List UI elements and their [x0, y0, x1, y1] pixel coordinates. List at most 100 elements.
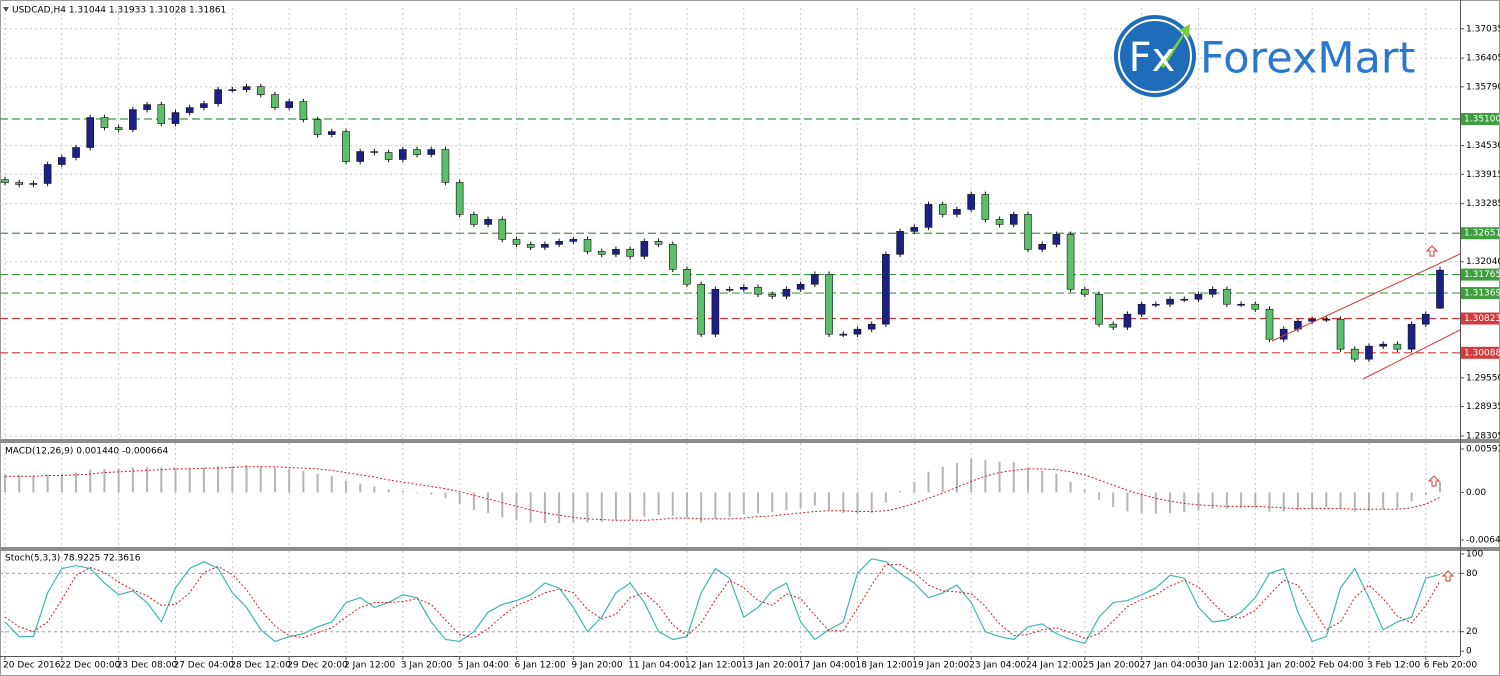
x-tick-label: 23 Jan 04:00 [969, 661, 1026, 671]
macd-bar [899, 490, 902, 493]
macd-bar [373, 486, 376, 493]
y-tick-label: -0.006486 [1466, 535, 1500, 545]
x-tick-label: 2 Feb 04:00 [1310, 661, 1364, 671]
macd-bar [529, 492, 532, 523]
macd-bar [1026, 467, 1029, 493]
macd-bar [1410, 492, 1413, 502]
candle-body [214, 89, 222, 104]
y-tick-label: 1.28305 [1466, 431, 1500, 441]
candle-body [981, 194, 990, 220]
macd-bar [1325, 492, 1328, 508]
candle-body [299, 101, 308, 120]
x-tick-label: 28 Dec 12:00 [230, 661, 291, 671]
candle-body [1393, 343, 1402, 350]
level-label: 1.35100 [1464, 115, 1500, 125]
macd-bar [572, 492, 575, 523]
candle-body [839, 333, 848, 336]
level-label-box [1461, 346, 1499, 359]
candle-body [1237, 303, 1245, 306]
candle-body [697, 283, 705, 335]
candle-body [200, 103, 208, 108]
level-label-box [1461, 113, 1499, 126]
x-tick-label: 23 Dec 08:00 [117, 661, 178, 671]
x-tick-label: 17 Jan 04:00 [799, 661, 856, 671]
macd-bar [1424, 492, 1427, 496]
macd-bar [32, 475, 35, 493]
candle-body [1009, 214, 1018, 225]
candle-body [58, 157, 66, 165]
x-tick-label: 13 Jan 20:00 [742, 661, 799, 671]
candle-body [342, 131, 350, 162]
candle-body [612, 249, 620, 255]
candle-body [455, 182, 464, 215]
channel-line [1362, 329, 1461, 380]
macd-bar [188, 467, 191, 493]
candle-body [924, 204, 933, 228]
candle-body [1336, 318, 1345, 350]
macd-bar [1098, 492, 1101, 500]
candle-body [427, 149, 436, 155]
candle-body [853, 328, 862, 335]
macd-bar [970, 458, 973, 493]
macd-bar [643, 492, 646, 517]
x-tick-label: 30 Jan 12:00 [1196, 661, 1253, 671]
y-tick-label: 1.29550 [1466, 373, 1500, 383]
candle-body [327, 131, 336, 135]
x-tick-label: 12 Jan 12:00 [685, 661, 742, 671]
macd-bar [1112, 492, 1115, 508]
macd-bar [359, 483, 362, 493]
logo-ring [1118, 19, 1192, 93]
x-tick-label: 29 Dec 20:00 [287, 661, 348, 671]
x-tick-label: 27 Dec 04:00 [173, 661, 234, 671]
macd-bar [1069, 482, 1072, 493]
candle-body [228, 89, 237, 91]
level-label: 1.32651 [1464, 229, 1500, 239]
macd-bar [955, 463, 958, 493]
candle-body [768, 293, 777, 297]
candle-body [1081, 288, 1089, 295]
candle-body [938, 204, 947, 215]
candle-body [725, 288, 734, 291]
y-tick-label: 0.00 [1466, 488, 1486, 498]
macd-bar [1254, 492, 1257, 508]
candle-body [1208, 288, 1217, 295]
macd-bar [146, 466, 149, 493]
macd-bar [1282, 492, 1285, 512]
macd-bar [1296, 492, 1299, 511]
macd-bar [387, 489, 390, 493]
macd-bar [444, 492, 447, 499]
candle-body [370, 151, 379, 153]
signal-arrow [1441, 570, 1455, 582]
candle-body [740, 286, 748, 290]
macd-bar [771, 492, 774, 513]
level-label-box [1461, 268, 1499, 281]
candle-body [313, 119, 322, 135]
candle-body [1407, 323, 1416, 350]
level-label: 1.31765 [1464, 270, 1500, 280]
candle-body [413, 149, 421, 155]
macd-bar [870, 492, 873, 513]
macd-bar [1439, 481, 1441, 493]
candle-body [654, 241, 663, 245]
candle-body [1152, 303, 1160, 306]
candle-body [1123, 313, 1132, 328]
logo-icon-text: Fx [1129, 35, 1176, 81]
candle-body [72, 147, 80, 158]
y-tick-label: 0.005912 [1466, 445, 1500, 455]
macd-bar [828, 492, 831, 511]
candle-body [825, 273, 833, 335]
macd-bar [330, 476, 333, 493]
macd-bar [629, 492, 632, 520]
logo-text: ForexMart [1200, 34, 1415, 84]
candle-body [1052, 234, 1061, 245]
candle-body [782, 288, 791, 297]
level-label-box [1461, 287, 1499, 300]
y-tick-label: 80 [1466, 569, 1478, 579]
macd-bar [742, 492, 745, 515]
panel-separator [0, 547, 1500, 551]
candle-body [1350, 348, 1359, 360]
macd-bar [75, 472, 78, 493]
candle-body [399, 149, 407, 160]
candle-body [995, 219, 1004, 225]
candle-body [1038, 244, 1046, 250]
